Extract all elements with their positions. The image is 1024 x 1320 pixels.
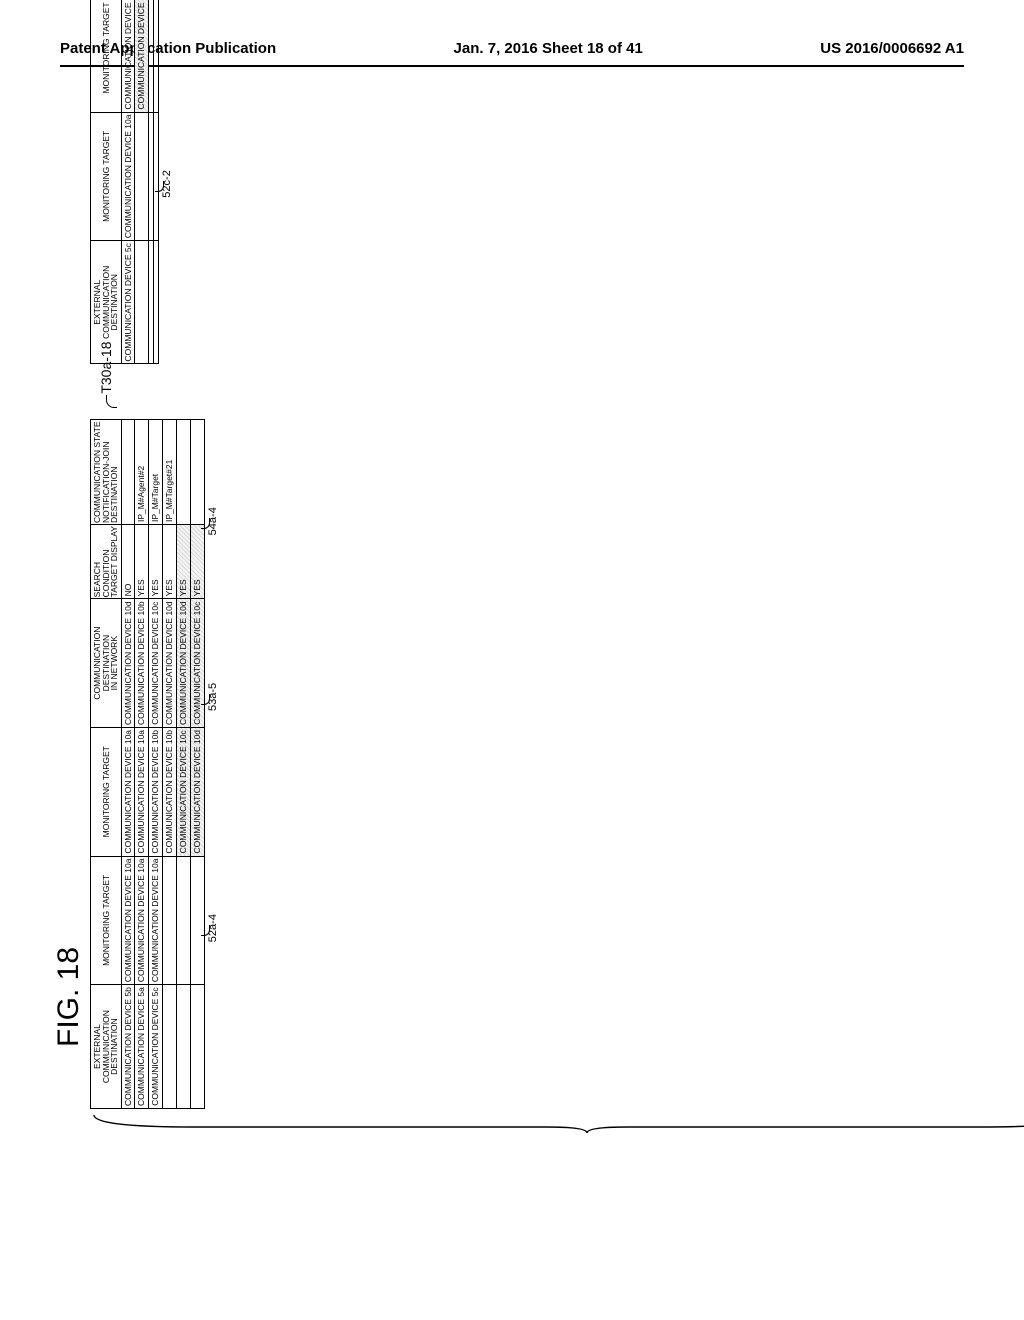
table-cell: COMMUNICATION DEVICE 10c <box>149 599 163 728</box>
table-cell: YES <box>163 525 177 599</box>
table-block: T30a-18EXTERNALCOMMUNICATIONDESTINATIONM… <box>90 420 223 1110</box>
header-right: US 2016/0006692 A1 <box>820 40 964 57</box>
column-callouts: 52c-253c-254c-2 <box>159 0 177 365</box>
table-cell: YES <box>177 525 191 599</box>
table-cell <box>191 985 205 1109</box>
table-cell: YES <box>191 525 205 599</box>
column-header: COMMUNICATIONDESTINATIONIN NETWORK <box>91 599 122 728</box>
header-center: Jan. 7, 2016 Sheet 18 of 41 <box>454 40 643 57</box>
table-cell: IP_M#Agent#2 <box>135 420 149 525</box>
table-block: T30c-18EXTERNALCOMMUNICATIONDESTINATIONM… <box>90 0 177 365</box>
table-cell: COMMUNICATION DEVICE 5c <box>121 241 135 364</box>
table-cell: COMMUNICATION DEVICE 10a <box>149 856 163 985</box>
table-cell: COMMUNICATION DEVICE 10c <box>191 599 205 728</box>
table-row: COMMUNICATION DEVICE 10cCOMMUNICATION DE… <box>177 420 191 1109</box>
column-header: MONITORING TARGET <box>91 727 122 856</box>
table-cell <box>121 420 135 525</box>
table-cell: COMMUNICATION DEVICE 10c <box>135 0 149 112</box>
table-row: COMMUNICATION DEVICE 10cCOMMUNICATION DE… <box>135 0 149 364</box>
table-cell: COMMUNICATION DEVICE 10a <box>135 856 149 985</box>
column-header: MONITORING TARGET <box>91 112 122 241</box>
table-cell: COMMUNICATION DEVICE 10d <box>177 599 191 728</box>
column-header: COMMUNICATION STATENOTIFICATION-JOINDEST… <box>91 420 122 525</box>
table-cell: COMMUNICATION DEVICE 10a <box>121 856 135 985</box>
tables-row: T30a-18EXTERNALCOMMUNICATIONDESTINATIONM… <box>62 107 223 1137</box>
table-cell <box>135 112 149 241</box>
col52-label: 52a-4 <box>207 914 219 942</box>
column-header: EXTERNALCOMMUNICATIONDESTINATION <box>91 241 122 364</box>
table-cell <box>177 420 191 525</box>
figure-label: FIG. 18 <box>52 947 86 1047</box>
table-cell <box>177 985 191 1109</box>
col53-label: 53a-5 <box>207 683 219 711</box>
table-cell <box>154 112 159 241</box>
table-cell: YES <box>135 525 149 599</box>
table-row: COMMUNICATION DEVICE 5aCOMMUNICATION DEV… <box>135 420 149 1109</box>
table-cell: IP_M#Target#21 <box>163 420 177 525</box>
table-row: COMMUNICATION DEVICE 5cCOMMUNICATION DEV… <box>121 0 135 364</box>
table-cell <box>163 985 177 1109</box>
page-header: Patent Application Publication Jan. 7, 2… <box>60 40 964 67</box>
column-header: MONITORING TARGET <box>91 0 122 112</box>
table-cell: COMMUNICATION DEVICE 10a <box>121 727 135 856</box>
table-cell: YES <box>149 525 163 599</box>
table-cell: IP_M#Target <box>149 420 163 525</box>
table-cell <box>163 856 177 985</box>
table-cell: COMMUNICATION DEVICE 10b <box>149 727 163 856</box>
column-header: SEARCHCONDITIONTARGET DISPLAY <box>91 525 122 599</box>
table-cell: COMMUNICATION DEVICE 5a <box>135 985 149 1109</box>
table-cell: COMMUNICATION DEVICE 10a <box>121 112 135 241</box>
table-row: COMMUNICATION DEVICE 5cCOMMUNICATION DEV… <box>149 420 163 1109</box>
column-header: EXTERNALCOMMUNICATIONDESTINATION <box>91 985 122 1109</box>
data-table: EXTERNALCOMMUNICATIONDESTINATIONMONITORI… <box>90 420 205 1110</box>
table-cell: COMMUNICATION DEVICE 10d <box>191 727 205 856</box>
table-cell: COMMUNICATION DEVICE 10b <box>135 599 149 728</box>
column-callouts: 52a-4 53a-5 54a-4 <box>205 420 223 1110</box>
table-cell: COMMUNICATION DEVICE 10c <box>121 0 135 112</box>
table-cell <box>191 856 205 985</box>
table-cell: COMMUNICATION DEVICE 10a <box>135 727 149 856</box>
table-cell <box>154 0 159 112</box>
table-cell <box>154 241 159 364</box>
table-cell: COMMUNICATION DEVICE 10c <box>177 727 191 856</box>
table-row: COMMUNICATION DEVICE 5bCOMMUNICATION DEV… <box>121 420 135 1109</box>
table-cell: NO <box>121 525 135 599</box>
table-cell <box>191 420 205 525</box>
table-row: COMMUNICATION DEVICE 10bCOMMUNICATION DE… <box>163 420 177 1109</box>
big-brace-icon <box>92 1113 1024 1133</box>
figure-area: FIG. 18 T30a-18EXTERNALCOMMUNICATIONDEST… <box>62 107 962 1157</box>
data-table: EXTERNALCOMMUNICATIONDESTINATIONMONITORI… <box>90 0 159 365</box>
col54-label: 54a-4 <box>207 507 219 535</box>
col52-label: 52c-2 <box>161 170 173 198</box>
page: Patent Application Publication Jan. 7, 2… <box>0 0 1024 1320</box>
table-cell: COMMUNICATION DEVICE 10d <box>163 599 177 728</box>
table-cell <box>135 241 149 364</box>
table-cell: COMMUNICATION DEVICE 10d <box>121 599 135 728</box>
table-cell: COMMUNICATION DEVICE 5c <box>149 985 163 1109</box>
table-cell <box>177 856 191 985</box>
table-cell: COMMUNICATION DEVICE 5b <box>121 985 135 1109</box>
table-cell: COMMUNICATION DEVICE 10b <box>163 727 177 856</box>
column-header: MONITORING TARGET <box>91 856 122 985</box>
rotated-content: FIG. 18 T30a-18EXTERNALCOMMUNICATIONDEST… <box>62 107 962 1137</box>
